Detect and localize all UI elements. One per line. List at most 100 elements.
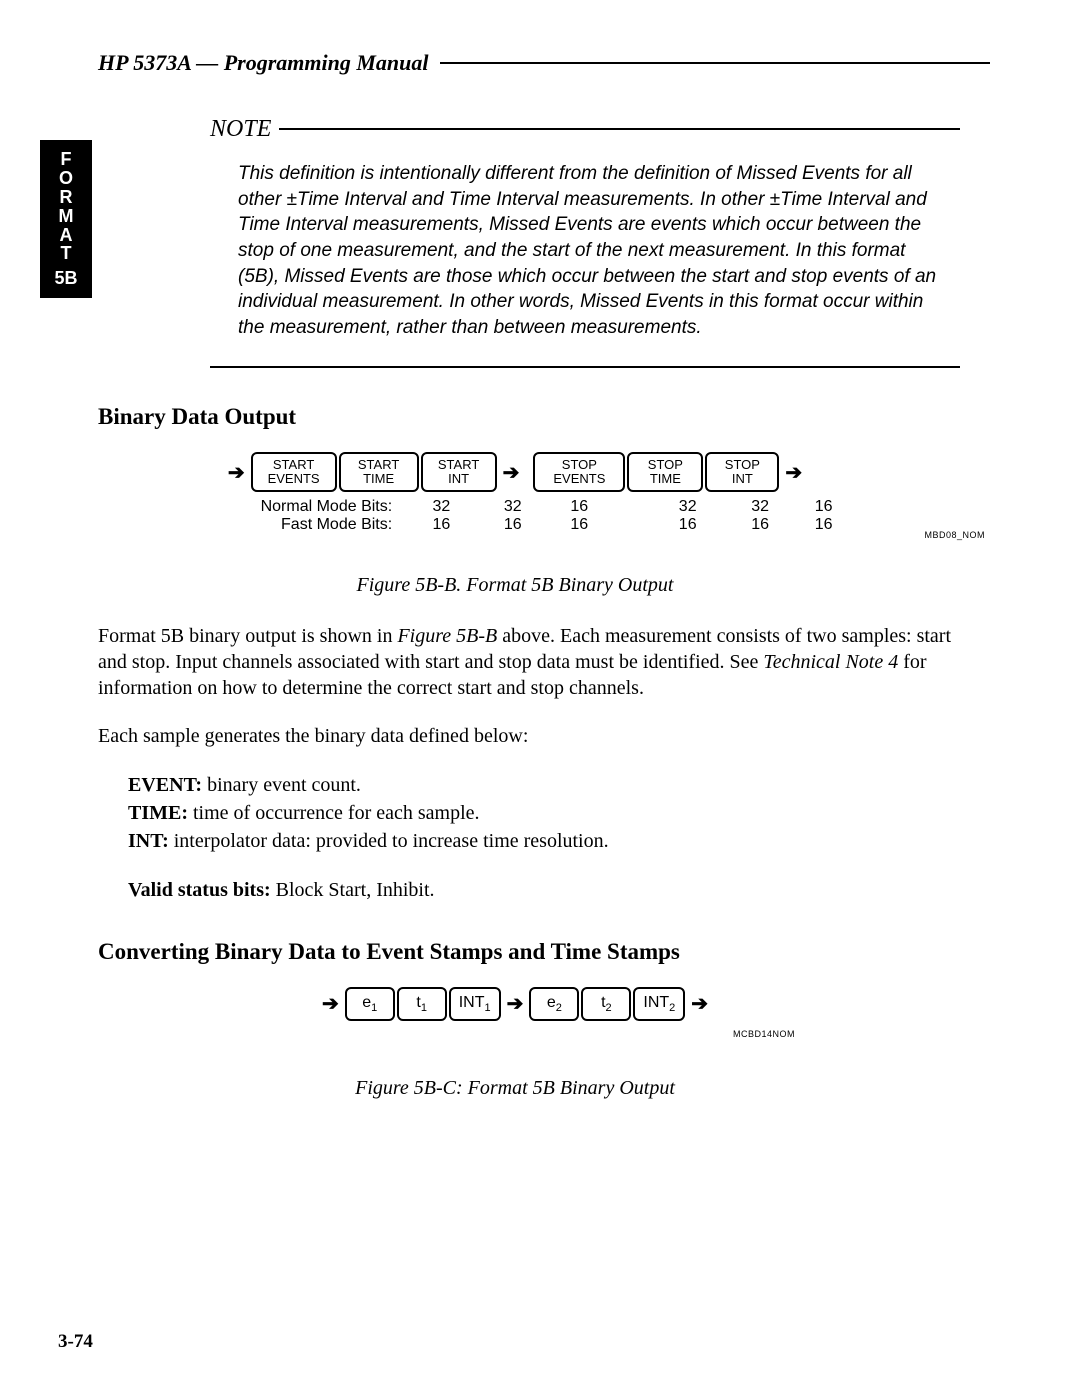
figure-5b-c: ➔e1t1INT1➔e2t2INT2➔MCBD14NOM — [285, 987, 745, 1021]
page-header: HP 5373A — Programming Manual — [98, 50, 990, 76]
bits-row-label: Fast Mode Bits: — [175, 516, 404, 534]
sample-sub: 1 — [421, 1002, 427, 1014]
bits-cell: 32 — [479, 498, 547, 516]
format-tab-letters: FORMAT — [40, 150, 92, 263]
sample-sub: 2 — [669, 1002, 675, 1014]
bits-cell: 16 — [404, 516, 478, 534]
sample-base: INT — [643, 994, 669, 1011]
bits-cell: 32 — [728, 498, 793, 516]
page: HP 5373A — Programming Manual FORMAT 5B … — [0, 0, 1080, 1397]
format-tab-letter: T — [40, 244, 92, 263]
section-converting: Converting Binary Data to Event Stamps a… — [98, 939, 990, 965]
bits-cell: 16 — [648, 516, 728, 534]
section-binary-output: Binary Data Output — [98, 404, 990, 430]
format-tab-letter: R — [40, 188, 92, 207]
sample-box: INT1 — [449, 987, 501, 1021]
paragraph-each-sample: Each sample generates the binary data de… — [98, 723, 960, 749]
def-time-desc: time of occurrence for each sample. — [188, 802, 480, 824]
format-tab-letter: F — [40, 150, 92, 169]
data-box-line1: STOP — [635, 458, 695, 472]
figure-5b-c-caption: Figure 5B-C: Format 5B Binary Output — [40, 1077, 990, 1100]
data-box: STOPINT — [705, 452, 779, 491]
sample-sub: 2 — [606, 1002, 612, 1014]
data-box-line2: EVENTS — [259, 472, 329, 486]
format-tab-letter: O — [40, 169, 92, 188]
format-tab-letter: A — [40, 226, 92, 245]
sample-box: e2 — [529, 987, 579, 1021]
figure-5b-b-id: MBD08_NOM — [924, 530, 985, 540]
def-event: EVENT: binary event count. — [128, 771, 960, 799]
note-block: NOTE This definition is intentionally di… — [210, 116, 960, 368]
bits-cell: 32 — [404, 498, 478, 516]
note-heading: NOTE — [210, 116, 279, 143]
def-int-desc: interpolator data: provided to increase … — [169, 830, 609, 852]
normal-mode-row: Normal Mode Bits:323216323216 — [175, 498, 855, 516]
def-time-term: TIME: — [128, 802, 188, 824]
page-number: 3-74 — [58, 1331, 93, 1353]
bits-cell: 16 — [547, 498, 612, 516]
figure-5b-b-bits-table: Normal Mode Bits:323216323216 Fast Mode … — [175, 498, 855, 534]
bits-cell: 32 — [648, 498, 728, 516]
data-box-line1: START — [259, 458, 329, 472]
p1-techref: Technical Note 4 — [763, 651, 898, 673]
data-box-line1: START — [347, 458, 411, 472]
def-int: INT: interpolator data: provided to incr… — [128, 827, 960, 855]
bits-cell: 16 — [547, 516, 612, 534]
note-heading-row: NOTE — [210, 116, 960, 143]
valid-desc: Block Start, Inhibit. — [271, 879, 435, 901]
bits-cell: 16 — [479, 516, 547, 534]
valid-term: Valid status bits: — [128, 879, 271, 901]
data-box: STOPEVENTS — [533, 452, 625, 491]
bits-cell: 16 — [792, 498, 855, 516]
data-box-line1: STOP — [541, 458, 617, 472]
figure-5b-c-id: MCBD14NOM — [733, 1029, 795, 1039]
data-box: STARTTIME — [339, 452, 419, 491]
arrow-right-icon: ➔ — [499, 460, 524, 485]
sample-base: e — [362, 994, 371, 1011]
arrow-right-icon: ➔ — [318, 991, 343, 1016]
bits-cell: 16 — [728, 516, 793, 534]
figure-5b-b: ➔STARTEVENTSSTARTTIMESTARTINT➔STOPEVENTS… — [175, 452, 855, 533]
arrow-right-icon: ➔ — [503, 991, 528, 1016]
format-tab: FORMAT 5B — [40, 140, 92, 298]
arrow-right-icon: ➔ — [781, 460, 806, 485]
sample-box: e1 — [345, 987, 395, 1021]
data-box-line1: START — [429, 458, 489, 472]
header-rule — [440, 62, 990, 64]
arrow-right-icon: ➔ — [687, 991, 712, 1016]
sample-sub: 1 — [484, 1002, 490, 1014]
data-box-line2: TIME — [635, 472, 695, 486]
data-box-line2: TIME — [347, 472, 411, 486]
def-time: TIME: time of occurrence for each sample… — [128, 799, 960, 827]
p1-figref: Figure 5B-B — [397, 625, 497, 647]
sample-box: INT2 — [633, 987, 685, 1021]
sample-base: INT — [459, 994, 485, 1011]
header-title: HP 5373A — Programming Manual — [98, 50, 440, 76]
data-box: STARTEVENTS — [251, 452, 337, 491]
def-event-term: EVENT: — [128, 774, 202, 796]
fast-mode-row: Fast Mode Bits:161616161616 — [175, 516, 855, 534]
note-body: This definition is intentionally differe… — [238, 161, 950, 340]
data-box-line2: EVENTS — [541, 472, 617, 486]
valid-status-bits: Valid status bits: Block Start, Inhibit. — [128, 877, 960, 903]
def-event-desc: binary event count. — [202, 774, 361, 796]
def-int-term: INT: — [128, 830, 169, 852]
note-top-rule — [279, 128, 960, 130]
definitions-list: EVENT: binary event count. TIME: time of… — [128, 771, 960, 855]
format-tab-code: 5B — [40, 269, 92, 288]
sample-sub: 2 — [556, 1002, 562, 1014]
arrow-right-icon: ➔ — [224, 460, 249, 485]
data-box: STOPTIME — [627, 452, 703, 491]
sample-sub: 1 — [371, 1002, 377, 1014]
figure-5b-b-caption: Figure 5B-B. Format 5B Binary Output — [40, 574, 990, 597]
format-tab-letter: M — [40, 207, 92, 226]
data-box-line2: INT — [429, 472, 489, 486]
sample-base: e — [547, 994, 556, 1011]
sample-box: t2 — [581, 987, 631, 1021]
data-box-line1: STOP — [713, 458, 771, 472]
sample-box: t1 — [397, 987, 447, 1021]
bits-cell: 16 — [792, 516, 855, 534]
data-box: STARTINT — [421, 452, 497, 491]
paragraph-format-desc: Format 5B binary output is shown in Figu… — [98, 623, 960, 701]
bits-row-label: Normal Mode Bits: — [175, 498, 404, 516]
